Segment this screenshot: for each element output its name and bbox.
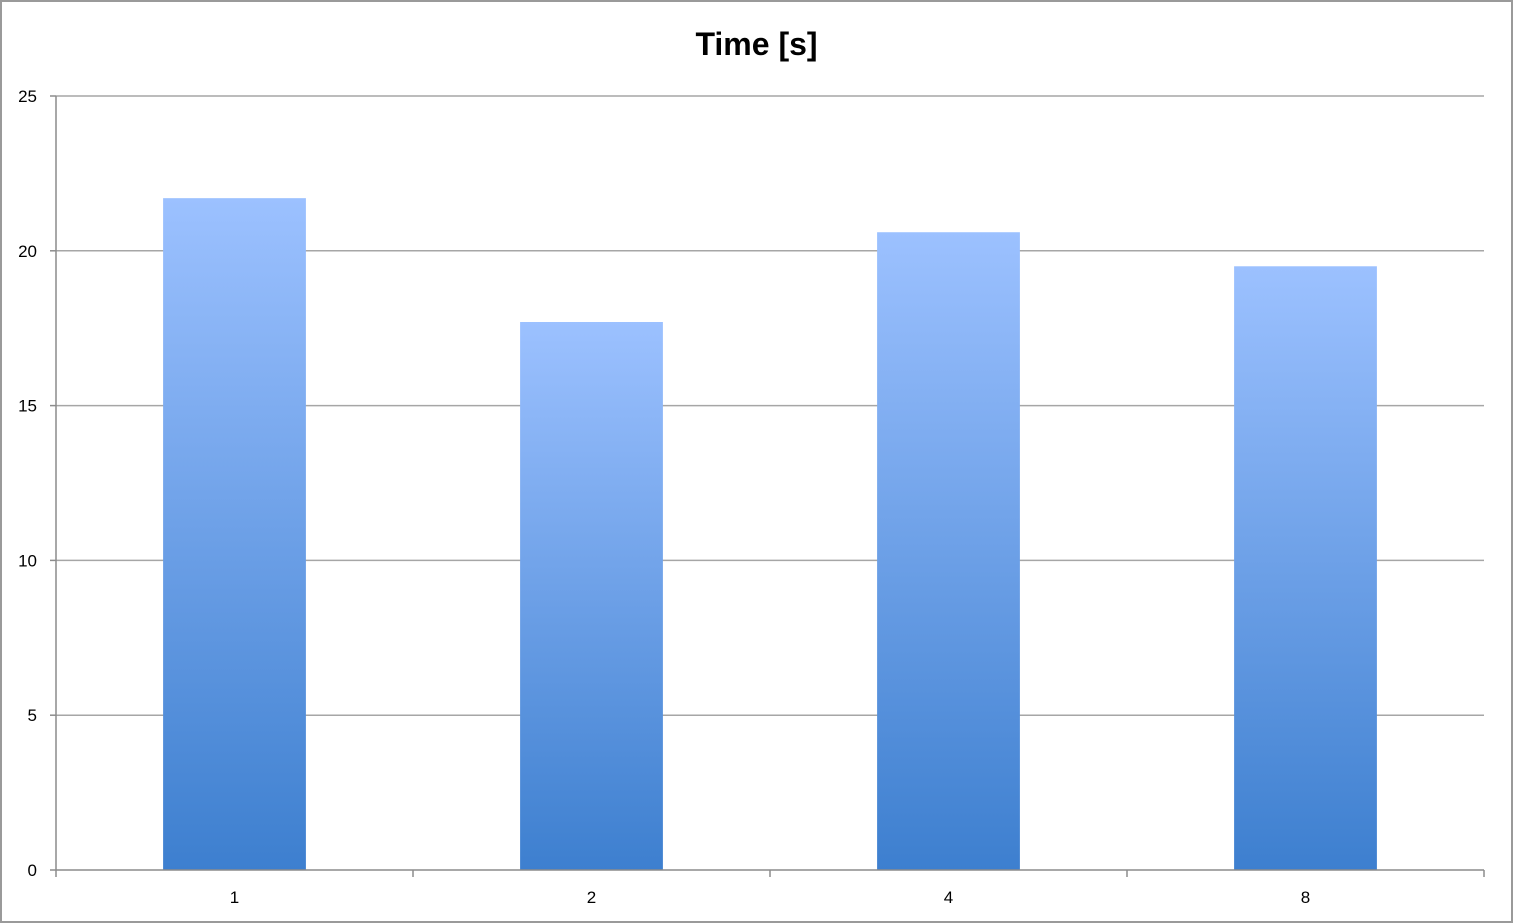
tick-labels: 0 5 10 15 20 25 1 2 4 8 [18, 87, 1310, 907]
x-tick-label: 8 [1301, 888, 1310, 907]
y-tick-label: 0 [28, 861, 37, 880]
bar-1 [163, 198, 306, 871]
y-tick-label: 25 [18, 87, 37, 106]
y-tick-label: 10 [18, 551, 37, 570]
axes [50, 95, 1485, 877]
y-tick-label: 15 [18, 397, 37, 416]
y-tick-label: 20 [18, 242, 37, 261]
x-tick-label: 4 [944, 888, 953, 907]
x-tick-label: 1 [230, 888, 239, 907]
chart-title: Time [s] [695, 26, 818, 62]
bar-4 [877, 232, 1020, 870]
bar-2 [520, 322, 663, 870]
x-tick-label: 2 [587, 888, 596, 907]
y-tick-label: 5 [28, 706, 37, 725]
bar-8 [1234, 266, 1377, 870]
bars [163, 198, 1377, 871]
